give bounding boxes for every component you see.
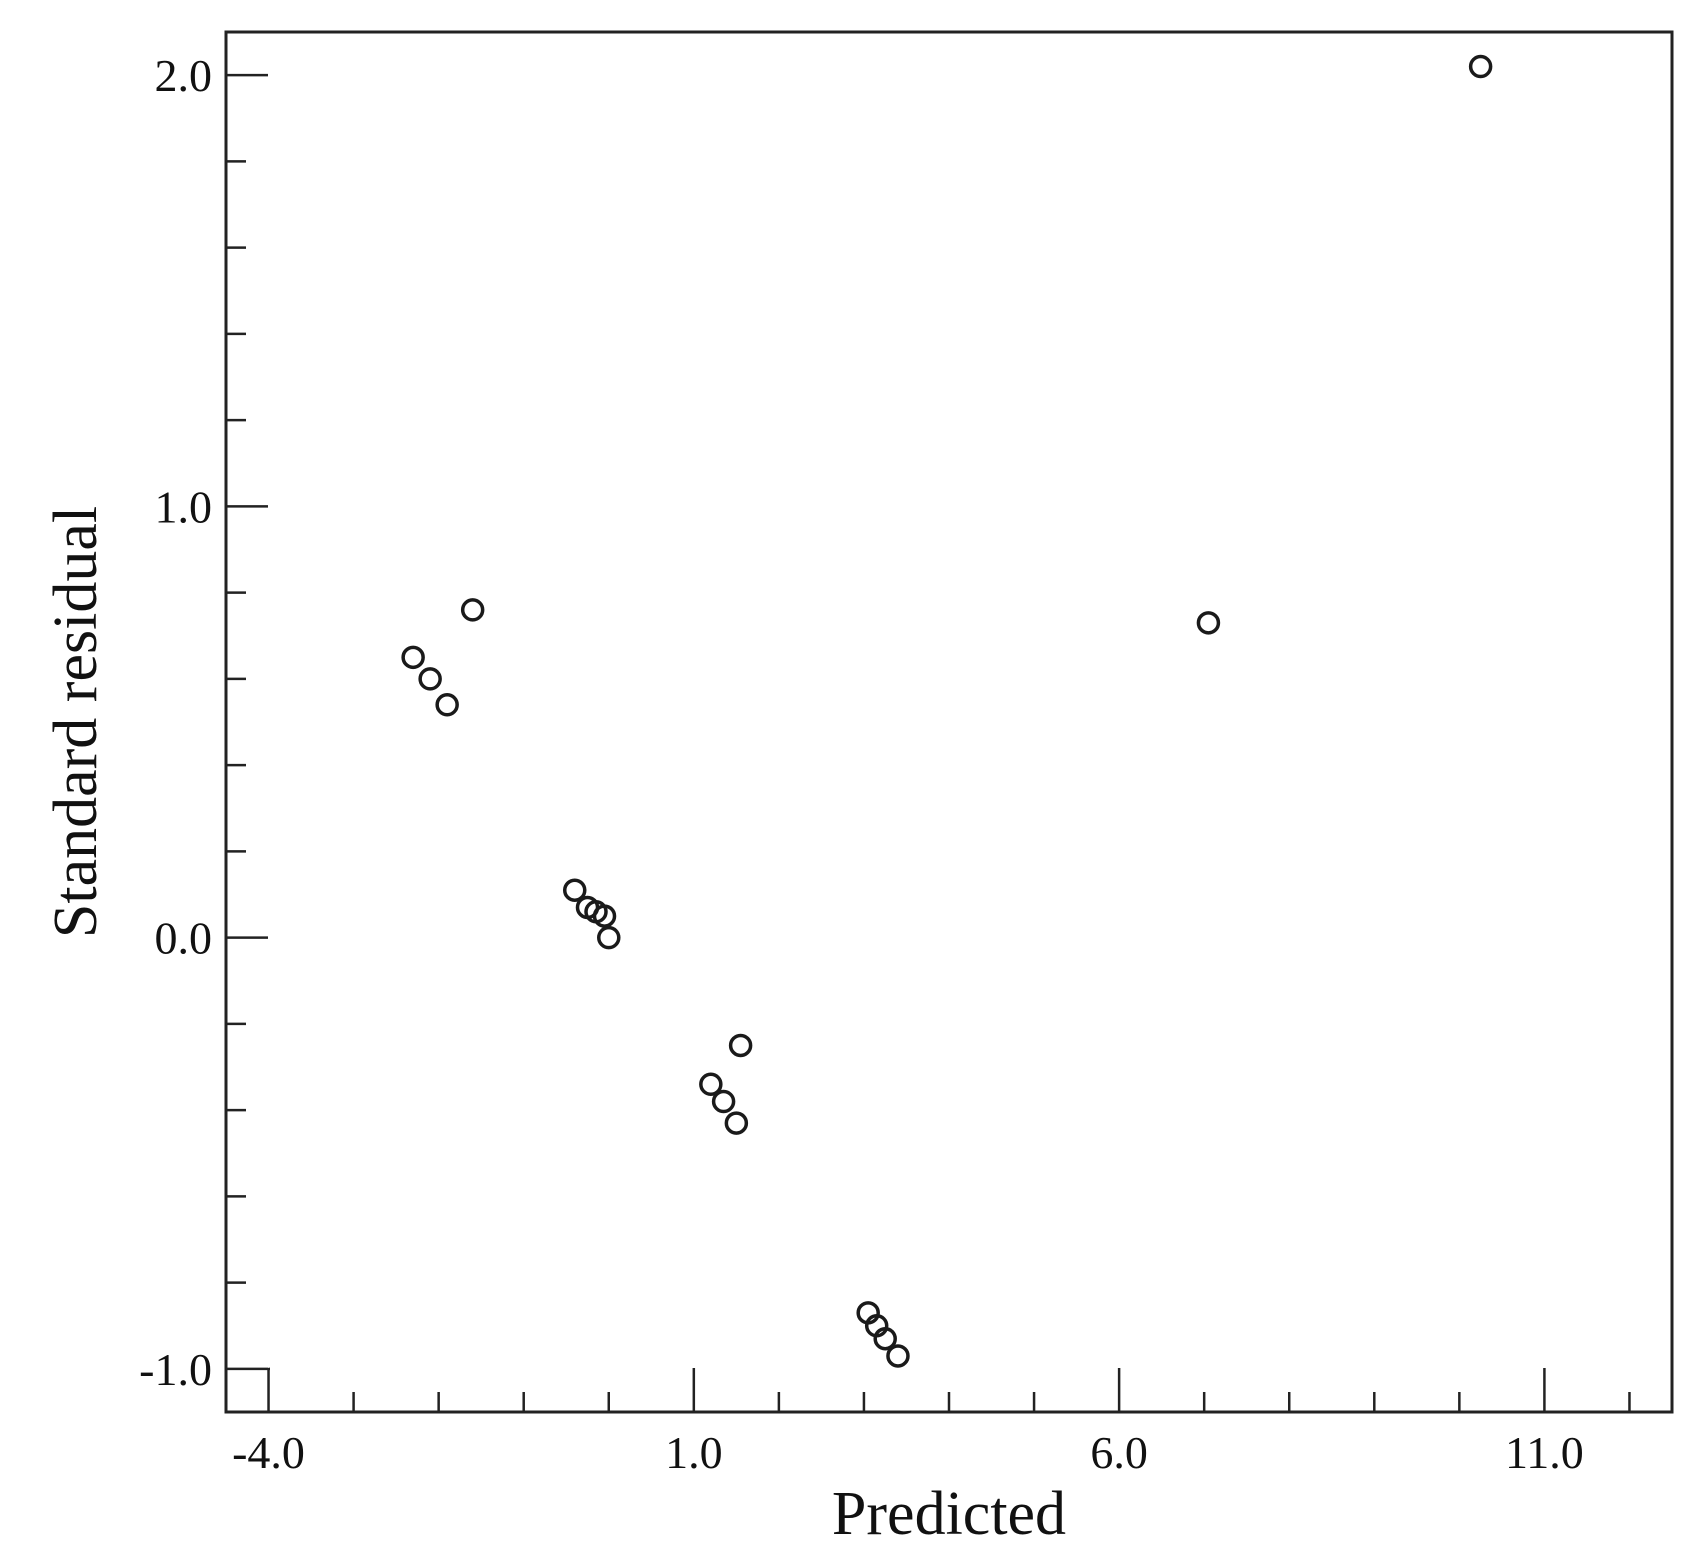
plot-frame <box>224 30 1674 1414</box>
scatter-point <box>728 1033 753 1058</box>
scatter-point <box>401 645 425 670</box>
x-tick-label: -4.0 <box>232 1427 305 1478</box>
scatter-point <box>562 878 587 902</box>
scatter-point <box>418 667 442 691</box>
scatter-point <box>711 1089 736 1114</box>
y-tick-label: -1.0 <box>139 1344 212 1395</box>
scatter-point <box>886 1344 910 1368</box>
scatter-point <box>724 1111 749 1135</box>
y-tick-label: 0.0 <box>155 913 213 964</box>
data-points <box>401 54 1493 1368</box>
scatter-point <box>1196 611 1221 635</box>
x-tick-label: 6.0 <box>1090 1427 1148 1478</box>
scatter-point <box>699 1072 723 1096</box>
scatter-point <box>597 925 621 950</box>
x-tick-label: 11.0 <box>1505 1427 1584 1478</box>
y-tick-label: 1.0 <box>155 481 213 532</box>
y-axis-title: Standard residual <box>42 506 110 938</box>
scatter-point <box>435 693 459 717</box>
scatter-point <box>1468 54 1493 79</box>
x-tick-label: 1.0 <box>665 1427 723 1478</box>
x-axis-title: Predicted <box>832 1480 1066 1548</box>
scatter-point <box>460 598 485 622</box>
y-tick-label: 2.0 <box>155 50 213 101</box>
tick-labels: -4.0 1.0 6.0 11.0 -1.0 0.0 1.0 2.0 <box>139 50 1584 1478</box>
scatter-point <box>592 904 617 928</box>
scatter-point <box>873 1326 897 1351</box>
axis-ticks <box>226 73 1631 1412</box>
